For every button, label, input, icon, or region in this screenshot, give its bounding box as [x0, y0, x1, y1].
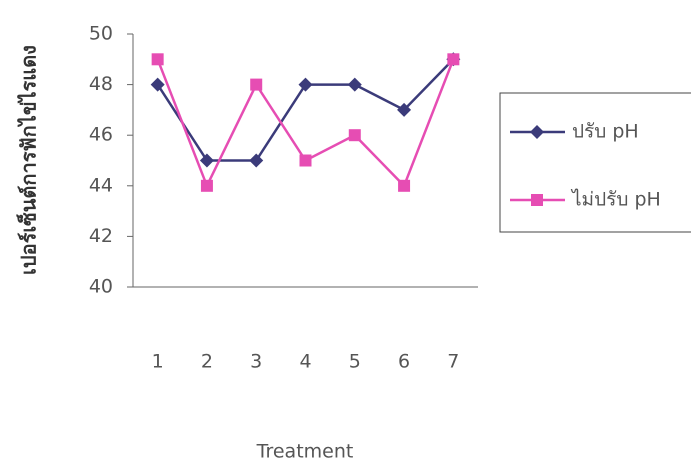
y-tick-label: 42 [89, 225, 113, 247]
data-point [298, 77, 313, 92]
x-tick-label: 7 [447, 351, 459, 373]
data-point [398, 179, 411, 192]
data-point [347, 77, 362, 92]
x-tick-label: 1 [152, 351, 164, 373]
data-point [199, 153, 214, 168]
data-point [250, 78, 263, 91]
data-point [150, 77, 165, 92]
x-tick-label: 4 [299, 351, 311, 373]
legend-marker [531, 194, 543, 206]
x-tick-label: 6 [398, 351, 410, 373]
legend-box [499, 92, 691, 233]
y-tick-label: 44 [89, 174, 113, 196]
data-point [397, 102, 412, 117]
y-tick-label: 50 [89, 23, 113, 45]
legend-marker [530, 125, 544, 139]
data-point [249, 153, 264, 168]
legend-label: ไม่ปรับ pH [570, 189, 661, 211]
y-tick-label: 40 [89, 276, 113, 298]
x-axis-label: Treatment [256, 441, 354, 463]
data-point [299, 154, 312, 167]
y-tick-label: 48 [89, 73, 113, 95]
y-axis-label: เปอร์เซ็นต์การฟักไข่ไรแดง [16, 45, 41, 275]
data-point [447, 53, 460, 66]
x-tick-label: 2 [201, 351, 213, 373]
data-point [348, 129, 361, 142]
y-tick-label: 46 [89, 124, 113, 146]
x-tick-label: 5 [349, 351, 361, 373]
x-tick-label: 3 [250, 351, 262, 373]
data-point [200, 179, 213, 192]
data-point [151, 53, 164, 66]
legend-label: ปรับ pH [572, 121, 639, 143]
